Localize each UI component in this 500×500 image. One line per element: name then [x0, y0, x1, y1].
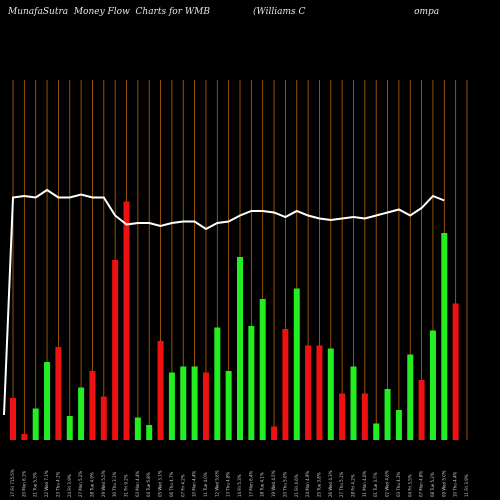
- x-tick-label: 20 Mon 6.1%: [21, 471, 26, 497]
- bar-up: [259, 299, 266, 440]
- x-tick-label: 29 Wed 5.5%: [101, 470, 106, 497]
- bar-down: [361, 393, 368, 440]
- x-tick-label: 17 Mon 6.4%: [248, 471, 253, 497]
- x-tick-label: 30 Thu 3.1%: [112, 471, 117, 497]
- bar-up: [248, 326, 255, 440]
- bar-down: [271, 426, 278, 440]
- x-tick-label: 09 Wed 5.0%: [441, 470, 446, 497]
- bar-down: [21, 434, 28, 440]
- bar-down: [418, 380, 425, 440]
- bar-up: [214, 327, 221, 440]
- x-tick-label: 02 Wed 4.6%: [385, 470, 390, 497]
- bar-up: [407, 354, 414, 440]
- x-tick-label: 04 Tue 5.8%: [146, 472, 151, 497]
- x-tick-label: 20 Thu 5.0%: [282, 471, 287, 497]
- x-tick-label: 04 Fri 3.5%: [407, 474, 412, 497]
- x-tick-label: 03 Mon 4.4%: [135, 471, 140, 497]
- x-tick-label: 05 Wed 3.1%: [158, 470, 163, 497]
- bar-up: [168, 372, 175, 440]
- bar-down: [316, 345, 323, 440]
- bar-up: [44, 362, 51, 440]
- x-tick-label: 31 Fri 9.2%: [124, 474, 129, 497]
- bar-up: [191, 366, 198, 440]
- bar-up: [384, 389, 391, 440]
- bar-down: [202, 372, 209, 440]
- bar-up: [180, 366, 187, 440]
- x-tick-label: 21 Tue 5.3%: [33, 472, 38, 497]
- money-flow-bars: [10, 201, 459, 440]
- x-tick-label: 07 Fri 4.2%: [180, 474, 185, 497]
- bar-up: [327, 348, 334, 440]
- bar-down: [339, 393, 346, 440]
- x-tick-label: 21 Fri 4.6%: [294, 474, 299, 497]
- x-tick-label: 08 Tue 5.2%: [430, 472, 435, 497]
- x-tick-label: 28 Tue 4.9%: [89, 472, 94, 497]
- x-tick-label: 10 Mon 4.4%: [192, 471, 197, 497]
- x-tick-label: 07 Mon 4.8%: [419, 471, 424, 497]
- x-tick-label: 23 Thu 4.1%: [55, 471, 60, 497]
- x-tick-label: 12 Wed 5.6%: [214, 470, 219, 497]
- bar-down: [282, 329, 289, 440]
- x-tick-label: 31 Mon 4.0%: [362, 471, 367, 497]
- price-line: [3, 188, 445, 416]
- x-tick-label: 28 Fri 4.2%: [351, 474, 356, 497]
- x-tick-label: 19 Wed 4.5%: [271, 470, 276, 497]
- bar-down: [10, 398, 16, 440]
- bar-up: [78, 387, 85, 440]
- x-tick-label: 01 Tue 3.7%: [373, 472, 378, 497]
- bar-up: [293, 288, 300, 440]
- bar-down: [100, 396, 107, 440]
- bar-up: [32, 408, 39, 440]
- bar-up: [350, 366, 357, 440]
- bar-up: [225, 371, 232, 440]
- x-tick-label: 06 Thu 4.7%: [169, 471, 174, 497]
- chart-subtitle: (Williams C ompa: [253, 7, 440, 17]
- x-tick-label: 27 Thu 5.1%: [339, 471, 344, 497]
- x-tick-label: 25 Tue 3.8%: [316, 472, 321, 497]
- bar-down: [89, 371, 96, 440]
- x-tick-label: 03 Thu 4.3%: [396, 471, 401, 497]
- bar-down: [55, 347, 62, 440]
- x-tick-label: 11 Fri 3.9%: [464, 474, 469, 497]
- x-tick-label: 10 Thu 4.4%: [453, 471, 458, 497]
- bar-up: [146, 425, 153, 440]
- x-tick-label: 27 Mon 5.2%: [78, 471, 83, 497]
- x-tick-label: 24 Fri 3.9%: [67, 474, 72, 497]
- x-axis-labels: 17 Fri 715.5% 20 Mon 6.1% 21 Tue 5.3% 22 We…: [10, 469, 469, 497]
- bar-down: [112, 260, 119, 440]
- x-tick-label: 22 Wed 7.1%: [44, 470, 49, 497]
- bar-down: [452, 303, 459, 440]
- x-tick-label: 18 Tue 4.1%: [260, 472, 265, 497]
- bar-up: [134, 417, 141, 440]
- x-tick-label: 13 Thu 4.8%: [226, 471, 231, 497]
- bar-up: [429, 330, 436, 440]
- x-tick-label: 17 Fri 715.5%: [10, 469, 15, 497]
- bar-up: [66, 416, 73, 440]
- x-tick-label: 26 Wed 4.3%: [328, 470, 333, 497]
- x-tick-label: 14 Fri 5.3%: [237, 474, 242, 497]
- x-tick-label: 11 Tue 4.0%: [203, 472, 208, 497]
- bar-up: [373, 423, 380, 440]
- bar-down: [157, 341, 164, 440]
- bar-up: [441, 233, 448, 440]
- x-tick-label: 24 Mon 4.9%: [305, 471, 310, 497]
- bar-up: [395, 410, 402, 440]
- bar-up: [237, 257, 243, 440]
- bar-down: [305, 345, 312, 440]
- bar-down: [123, 201, 130, 440]
- chart-title: MunafaSutra Money Flow Charts for WMB: [8, 7, 210, 17]
